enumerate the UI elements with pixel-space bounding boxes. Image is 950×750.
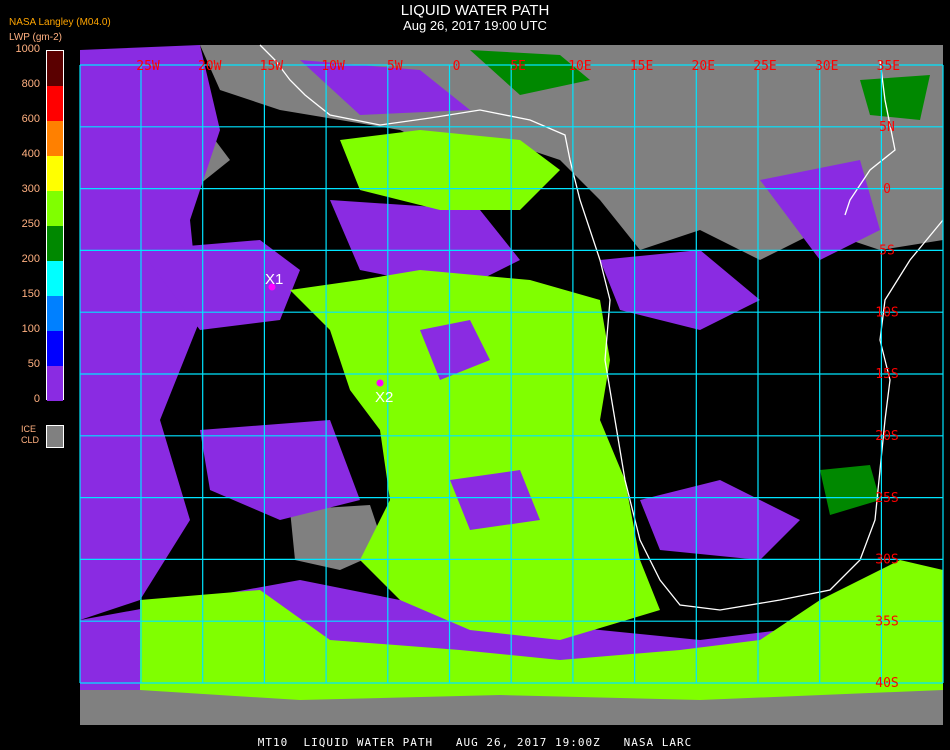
longitude-label: 25W xyxy=(136,59,160,74)
colorbar-tick-label: 250 xyxy=(21,218,40,230)
latitude-label: 20S xyxy=(875,429,898,444)
colorbar-tick-label: 0 xyxy=(33,393,40,405)
colorbar-tick-label: 600 xyxy=(21,113,40,125)
colorbar-tick-label: 1000 xyxy=(15,43,40,55)
latitude-label: 0 xyxy=(883,182,891,197)
longitude-labels: 25W 20W 15W 10W 5W 0 5E 10E 15E 20E 25E 30E 35E xyxy=(136,59,900,74)
marker-x1-dot xyxy=(268,283,276,291)
latitude-label: 30S xyxy=(875,553,898,568)
longitude-label: 25E xyxy=(753,59,776,74)
latitude-label: 5S xyxy=(879,244,895,259)
longitude-label: 5E xyxy=(510,59,526,74)
colorbar-tick-label: 150 xyxy=(21,288,40,300)
ice-cloud-swatch xyxy=(46,425,64,448)
marker-x2: X2 xyxy=(375,379,393,406)
colorbar xyxy=(46,50,64,401)
colorbar-tick-label: 300 xyxy=(21,183,40,195)
marker-x1: X1 xyxy=(265,271,283,291)
colorbar-segment xyxy=(47,156,63,191)
longitude-label: 30E xyxy=(815,59,838,74)
latitude-label: 10S xyxy=(875,305,898,320)
colorbar-segment xyxy=(47,121,63,156)
colorbar-tick-label: 800 xyxy=(21,78,40,90)
colorbar-segment xyxy=(47,296,63,331)
colorbar-segment xyxy=(47,51,63,86)
longitude-label: 0 xyxy=(453,59,461,74)
latitude-label: 35S xyxy=(875,614,898,629)
legend-unit: LWP (gm-2) xyxy=(9,32,62,43)
ice-cloud-label: ICE CLD xyxy=(21,424,40,445)
longitude-label: 20E xyxy=(692,59,715,74)
colorbar-segment xyxy=(47,191,63,226)
latitude-label: 25S xyxy=(875,491,898,506)
colorbar-segment xyxy=(47,226,63,261)
lat-lon-grid xyxy=(79,64,944,684)
longitude-label: 15E xyxy=(630,59,653,74)
longitude-label: 35E xyxy=(877,59,900,74)
map-title: LIQUID WATER PATH xyxy=(400,2,550,19)
marker-x2-label: X2 xyxy=(375,389,393,406)
map-datetime: Aug 26, 2017 19:00 UTC xyxy=(403,18,547,33)
colorbar-tick-label: 400 xyxy=(21,148,40,160)
longitude-label: 20W xyxy=(198,59,222,74)
longitude-label: 15W xyxy=(260,59,284,74)
marker-x1-label: X1 xyxy=(265,271,283,288)
colorbar-tick-label: 200 xyxy=(21,253,40,265)
colorbar-segment xyxy=(47,331,63,366)
latitude-label: 40S xyxy=(875,676,898,691)
colorbar-segment xyxy=(47,261,63,296)
latitude-labels: 5N 0 5S 10S 15S 20S 25S 30S 35S 40S xyxy=(875,120,898,691)
footer-caption: MT10 LIQUID WATER PATH AUG 26, 2017 19:0… xyxy=(257,736,693,749)
latitude-label: 15S xyxy=(875,367,898,382)
longitude-label: 10E xyxy=(568,59,591,74)
colorbar-segment xyxy=(47,366,63,401)
latitude-label: 5N xyxy=(879,120,895,135)
marker-x2-dot xyxy=(376,379,384,387)
colorbar-tick-label: 50 xyxy=(27,358,40,370)
longitude-label: 10W xyxy=(321,59,345,74)
colorbar-tick-label: 100 xyxy=(21,323,40,335)
org-label: NASA Langley (M04.0) xyxy=(9,17,111,28)
longitude-label: 5W xyxy=(387,59,403,74)
colorbar-segment xyxy=(47,86,63,121)
